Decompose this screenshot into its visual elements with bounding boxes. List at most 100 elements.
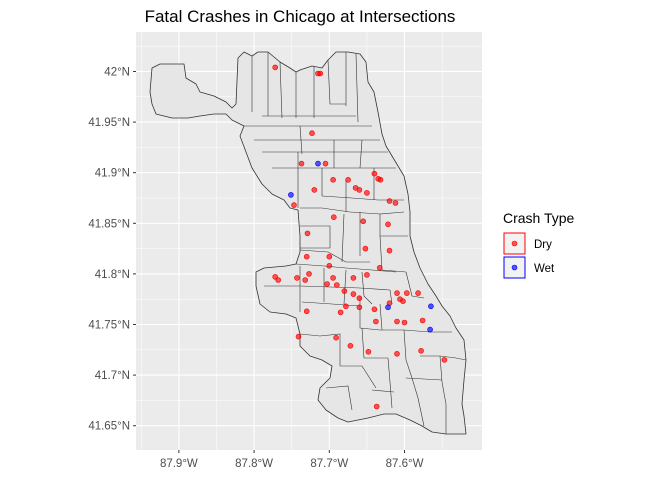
legend-title: Crash Type <box>503 210 575 226</box>
y-tick-label: 41.7°N <box>95 370 130 382</box>
crash-point-dry <box>385 221 391 228</box>
community-area-border <box>325 385 353 411</box>
crash-point-dry <box>356 187 363 193</box>
y-tick-label: 41.65°N <box>88 421 130 433</box>
crash-point-dry <box>362 245 369 252</box>
community-area-border <box>359 139 363 169</box>
legend-label-wet: Wet <box>534 263 555 275</box>
crash-point-dry <box>337 309 344 316</box>
community-area-border <box>379 303 383 331</box>
crash-point-dry <box>324 281 330 287</box>
crash-point-dry <box>295 333 302 340</box>
crash-point-dry <box>401 319 408 326</box>
community-area-border <box>279 61 283 119</box>
community-area-border <box>403 329 425 427</box>
community-area-border <box>355 53 359 123</box>
crash-point-dry <box>317 70 324 77</box>
crash-point-dry <box>272 64 279 71</box>
crash-point-dry <box>356 295 363 302</box>
crash-point-wet <box>288 192 294 198</box>
crash-point-dry <box>298 160 305 167</box>
crash-point-dry <box>330 214 337 220</box>
crash-point-dry <box>377 177 384 183</box>
y-axis: 41.65°N 41.7°N 41.75°N 41.8°N 41.85°N 41.9°N 4… <box>88 66 136 433</box>
community-area-border <box>300 225 331 249</box>
community-area-border <box>340 365 377 389</box>
y-tick-label: 41.8°N <box>95 269 130 281</box>
community-area-border <box>300 207 405 215</box>
crash-point-dry <box>386 247 393 254</box>
y-tick-label: 41.95°N <box>88 117 130 129</box>
crash-point-dry <box>304 230 311 237</box>
crash-point-dry <box>360 218 367 225</box>
community-area-border <box>327 59 346 105</box>
crash-point-dry <box>365 348 372 355</box>
crash-point-dry <box>302 277 309 283</box>
x-tick-label: 87.7°W <box>310 458 348 470</box>
crash-point-dry <box>326 253 333 260</box>
crash-point-dry <box>403 290 410 296</box>
crash-point-dry <box>364 272 370 278</box>
crash-point-dry <box>386 198 393 204</box>
y-tick-label: 42°N <box>104 66 130 78</box>
community-area-border <box>380 329 452 333</box>
crash-point-dry <box>333 282 340 288</box>
community-area-border <box>264 285 391 291</box>
crash-point-dry <box>291 202 297 208</box>
crash-point-dry <box>392 200 399 206</box>
crash-point-dry <box>418 347 424 354</box>
crash-point-dry <box>373 318 379 325</box>
crash-point-dry <box>419 317 426 324</box>
x-axis: 87.9°W 87.8°W 87.7°W 87.6°W <box>160 450 424 470</box>
legend-marker-dry <box>511 240 518 247</box>
crash-point-dry <box>275 277 282 283</box>
crash-point-dry <box>415 290 421 296</box>
community-area-border <box>343 269 347 305</box>
community-area-border <box>299 333 341 366</box>
community-area-border <box>299 249 370 263</box>
crash-point-dry <box>326 262 333 269</box>
crash-point-dry <box>394 290 400 296</box>
crash-point-dry <box>330 177 336 183</box>
legend-label-dry: Dry <box>534 239 552 251</box>
crash-point-dry <box>303 308 310 315</box>
crash-point-dry <box>345 177 351 183</box>
crash-point-dry <box>303 253 310 260</box>
crash-point-dry <box>371 306 378 313</box>
crash-point-dry <box>373 403 380 410</box>
community-area-border <box>405 377 443 381</box>
community-area-border <box>420 355 467 361</box>
crash-point-dry <box>400 298 406 305</box>
crash-point-dry <box>347 342 354 349</box>
crash-point-dry <box>394 318 400 325</box>
community-area-border <box>361 327 388 359</box>
community-area-border <box>387 357 393 409</box>
crash-point-dry <box>350 291 357 297</box>
community-area-border <box>405 271 425 299</box>
community-area-border <box>361 271 373 305</box>
crash-point-wet <box>428 303 434 310</box>
crash-point-dry <box>311 187 318 193</box>
x-tick-label: 87.9°W <box>160 458 198 470</box>
crash-point-dry <box>343 303 349 310</box>
community-area-border <box>295 263 397 273</box>
crash-point-dry <box>333 334 339 341</box>
crash-point-dry <box>306 271 312 277</box>
y-tick-label: 41.85°N <box>88 218 130 230</box>
y-tick-label: 41.75°N <box>88 319 130 331</box>
crash-point-dry <box>322 160 329 167</box>
x-tick-label: 87.6°W <box>386 458 424 470</box>
crash-points <box>272 64 448 410</box>
legend-marker-wet <box>511 264 518 271</box>
y-tick-label: 41.9°N <box>95 168 130 180</box>
crash-point-dry <box>341 288 348 294</box>
crash-point-dry <box>294 275 300 281</box>
crash-point-dry <box>376 264 383 271</box>
community-area-border <box>341 213 345 263</box>
crash-point-wet <box>385 304 391 311</box>
chart-title: Fatal Crashes in Chicago at Intersection… <box>145 7 456 26</box>
crash-point-dry <box>330 275 336 281</box>
crash-point-wet <box>315 160 321 167</box>
